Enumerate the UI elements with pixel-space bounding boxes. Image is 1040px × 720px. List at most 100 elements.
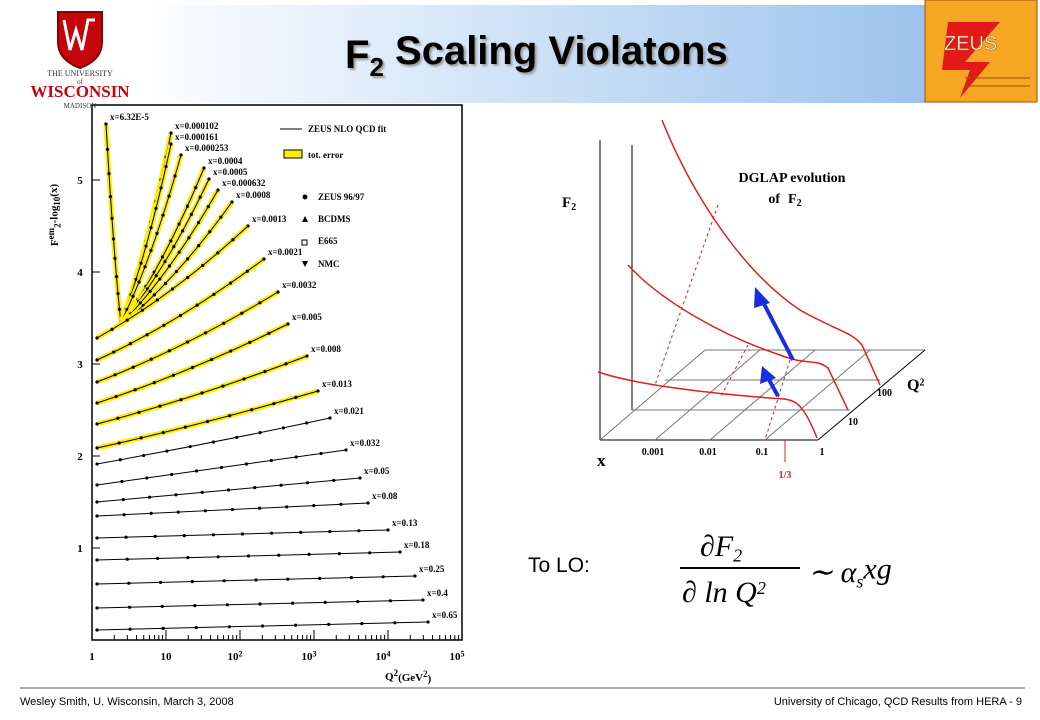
data-point: [212, 292, 216, 296]
x-tick-label: 105: [450, 649, 465, 663]
data-point: [176, 510, 180, 514]
data-point: [260, 624, 265, 628]
plot-frame: [91, 104, 463, 641]
bin-label: x=0.0032: [282, 280, 317, 290]
y-tick-label: 4: [77, 267, 83, 279]
data-point: [167, 194, 171, 198]
data-point: [161, 626, 165, 631]
data-point: [248, 340, 252, 344]
evolution-arrow: [766, 377, 780, 397]
data-point: [121, 498, 125, 502]
data-point: [258, 431, 262, 435]
y-axis-label-part: -log: [48, 205, 60, 223]
data-point: [164, 164, 168, 169]
data-point: [163, 259, 167, 264]
arrow-head: [754, 287, 770, 308]
data-point: [183, 425, 187, 429]
data-point: [137, 280, 141, 284]
data-point: [154, 274, 158, 278]
data-point: [228, 414, 232, 418]
data-point: [294, 623, 298, 627]
data-point: [160, 604, 164, 609]
y-tick-label: 5: [77, 175, 83, 187]
data-point: [294, 395, 298, 400]
data-point: [226, 488, 231, 492]
data-point: [95, 446, 99, 450]
data-point: [158, 404, 162, 408]
data-point: [186, 257, 190, 261]
title-band: [135, 5, 925, 103]
data-point: [95, 462, 99, 466]
data-point: [170, 287, 175, 291]
q2-axis-label-part: 2: [919, 378, 924, 389]
bin-label: x=0.65: [432, 610, 458, 620]
data-point: [294, 455, 298, 459]
data-point: [230, 200, 234, 204]
data-point: [161, 213, 165, 217]
data-point: [357, 529, 361, 533]
data-point: [219, 215, 223, 219]
university-logo: [57, 11, 103, 70]
data-point: [216, 188, 220, 192]
data-point: [181, 229, 185, 233]
data-point: [216, 251, 220, 255]
data-point: [159, 580, 163, 585]
data-point: [95, 336, 99, 340]
bin-label: x=0.021: [334, 406, 364, 416]
data-point: [189, 212, 193, 216]
legend-box: [283, 149, 303, 159]
footer-right: University of Chicago, QCD Results from …: [774, 696, 1022, 708]
x-tick-label-part: 2: [239, 649, 243, 658]
data-point: [210, 357, 214, 362]
legend-text: ZEUS NLO QCD fit: [308, 124, 386, 134]
data-point: [169, 142, 173, 146]
data-point: [142, 453, 146, 458]
data-point: [167, 349, 171, 353]
data-point: [179, 398, 183, 402]
data-point: [328, 416, 332, 420]
bin-label: x=0.000102: [175, 121, 219, 131]
data-point: [114, 275, 119, 279]
data-point: [110, 327, 114, 331]
bin-label: x=0.0013: [252, 214, 287, 224]
error-band: [96, 388, 319, 451]
data-point: [162, 323, 166, 327]
bin-label: x=0.05: [364, 466, 390, 476]
data-point: [149, 357, 153, 361]
x-axis-label: x: [597, 451, 606, 470]
y-tick-label: 3: [77, 359, 83, 371]
x-tick-label: 10: [161, 651, 173, 663]
data-point: [240, 311, 244, 315]
data-point: [327, 622, 331, 627]
y-axis-label-part: 10: [52, 196, 62, 206]
dashed-guide: [654, 204, 719, 386]
y-axis-label-part: em: [46, 227, 56, 239]
data-point: [202, 166, 206, 170]
data-point: [128, 342, 132, 346]
floor-line: [654, 349, 761, 441]
data-point: [284, 362, 288, 366]
bin-label: x=0.000632: [222, 178, 266, 188]
x-tick-label-part: 4: [387, 649, 391, 658]
data-point: [155, 231, 159, 235]
data-point: [95, 628, 99, 632]
x-axis-label-part: (GeV: [398, 672, 423, 684]
data-point: [285, 505, 289, 509]
x-tick-label: 104: [376, 649, 391, 663]
data-point: [270, 531, 274, 535]
data-point: [149, 511, 153, 515]
bin-label: x=0.13: [392, 518, 418, 528]
data-point: [163, 281, 167, 286]
data-point: [95, 558, 99, 562]
formula-numerator-part: 2: [733, 545, 742, 565]
data-point: [165, 449, 169, 453]
data-point: [426, 620, 430, 624]
x-tick-label-part: 3: [313, 649, 317, 658]
data-point: [307, 552, 311, 557]
formula-numerator-part: ∂F: [700, 530, 734, 563]
data-point: [254, 578, 258, 582]
f2-curve: [597, 371, 818, 439]
data-point: [120, 479, 124, 484]
data-point: [161, 430, 165, 435]
